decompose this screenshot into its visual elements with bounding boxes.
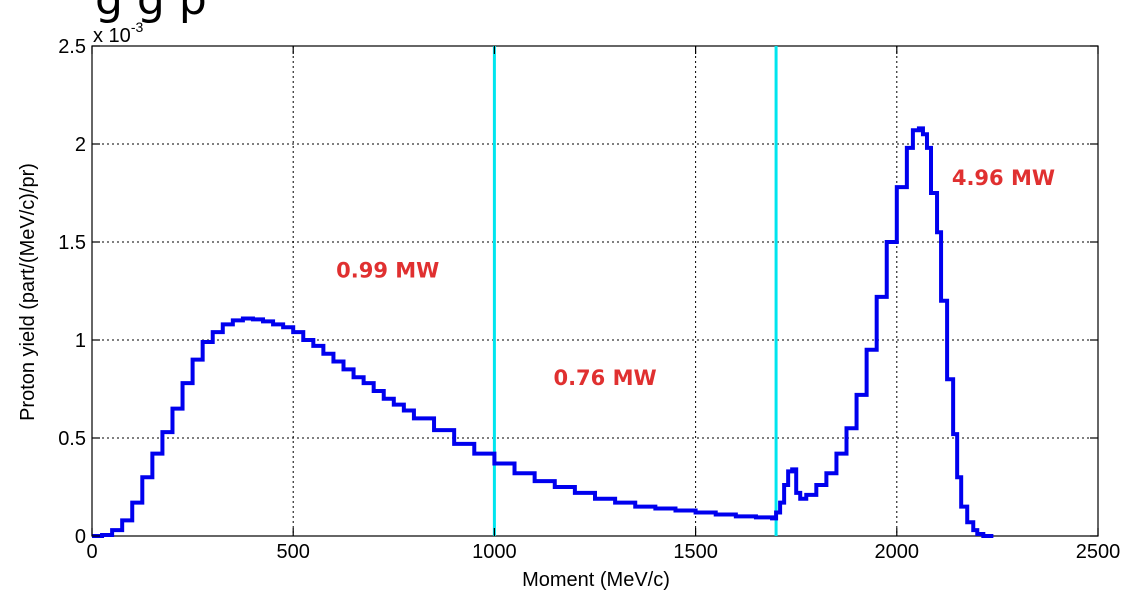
- series-layer: [92, 126, 994, 538]
- x-axis-label: Moment (MeV/c): [522, 569, 670, 591]
- x-tick-label: 2000: [875, 541, 920, 563]
- y-tick-label: 1.5: [58, 232, 86, 254]
- x-axis-ticks: 0 500 1000 1500 2000 2500: [86, 46, 1120, 563]
- y-axis-label: Proton yield (part/(MeV/c)/pr): [17, 163, 39, 421]
- annotations: 0.99 MW 0.76 MW 4.96 MW: [336, 166, 1055, 390]
- x-tick-label: 500: [277, 541, 310, 563]
- y-tick-label: 0.5: [58, 428, 86, 450]
- y-tick-label: 0: [75, 526, 86, 548]
- power-annotation: 4.96 MW: [952, 166, 1055, 190]
- x-tick-label: 1000: [472, 541, 517, 563]
- cut-off-title: g g p: [95, 0, 207, 25]
- plot-frame: [91, 45, 1099, 537]
- power-annotation: 0.76 MW: [553, 366, 656, 390]
- grid: [92, 46, 1098, 536]
- x-tick-label: 2500: [1076, 541, 1121, 563]
- x-tick-label: 1500: [673, 541, 718, 563]
- y-tick-label: 2: [75, 134, 86, 156]
- region-separators: [492, 46, 778, 536]
- power-annotation: 0.99 MW: [336, 258, 439, 282]
- x-tick-label: 0: [86, 541, 97, 563]
- y-tick-label: 2.5: [58, 36, 86, 58]
- proton-yield-series-line: [92, 126, 994, 538]
- y-axis-ticks: 0 0.5 1 1.5 2 2.5: [58, 36, 1098, 548]
- y-tick-label: 1: [75, 330, 86, 352]
- y-multiplier-label: x 10-3: [93, 19, 143, 47]
